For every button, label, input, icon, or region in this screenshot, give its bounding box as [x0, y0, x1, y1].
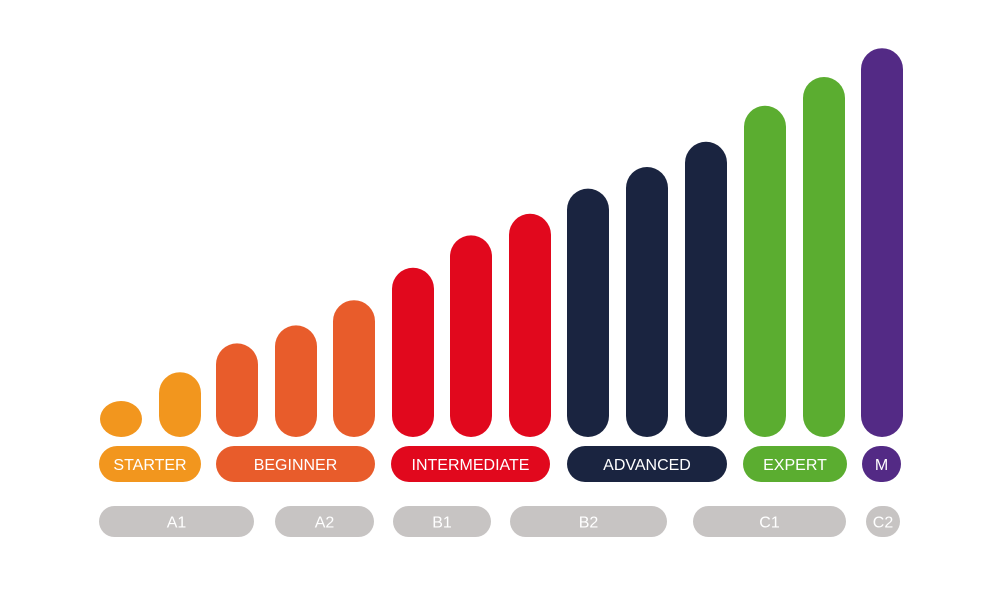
cefr-pill-b2: B2: [510, 506, 667, 537]
bar-1: [100, 401, 142, 437]
bar-14: [861, 48, 903, 437]
bar-13: [803, 77, 845, 437]
level-pill-m: M: [862, 446, 901, 482]
bar-7: [450, 235, 492, 437]
cefr-pill-b1-shape: [393, 506, 491, 537]
cefr-pills-group: A1 A2 B1 B2 C1 C2: [99, 506, 900, 537]
level-pill-advanced-label: ADVANCED: [603, 457, 691, 474]
level-pill-advanced-shape: [567, 446, 727, 482]
level-pill-beginner: BEGINNER: [216, 446, 375, 482]
level-pill-intermediate: INTERMEDIATE: [391, 446, 550, 482]
cefr-pill-b1-label: B1: [432, 515, 452, 532]
bar-12: [744, 105, 786, 438]
cefr-pill-a2-shape: [275, 506, 374, 537]
bar-10: [626, 167, 668, 437]
cefr-pill-b2-shape: [510, 506, 667, 537]
bars-group: [100, 48, 903, 438]
level-pill-expert-shape: [743, 446, 847, 482]
level-pill-beginner-label: BEGINNER: [254, 457, 338, 474]
level-pill-starter-shape: [99, 446, 201, 482]
cefr-pill-b1: B1: [393, 506, 491, 537]
level-pill-m-shape: [862, 446, 901, 482]
level-pill-starter: STARTER: [99, 446, 201, 482]
cefr-pill-a2: A2: [275, 506, 374, 537]
level-pill-expert: EXPERT: [743, 446, 847, 482]
bar-3: [216, 343, 258, 437]
cefr-pill-a1: A1: [99, 506, 254, 537]
level-pill-expert-label: EXPERT: [763, 457, 827, 474]
level-pill-intermediate-label: INTERMEDIATE: [412, 457, 530, 474]
bar-11: [685, 141, 727, 438]
level-pill-intermediate-shape: [391, 446, 550, 482]
level-pill-advanced: ADVANCED: [567, 446, 727, 482]
cefr-pill-c1-shape: [693, 506, 846, 537]
level-pill-m-label: M: [875, 457, 888, 474]
bar-6: [392, 267, 434, 437]
cefr-pill-a2-label: A2: [315, 515, 335, 532]
bar-2: [159, 372, 201, 437]
bar-4: [275, 325, 317, 437]
level-pill-beginner-shape: [216, 446, 375, 482]
bar-8: [509, 213, 551, 437]
cefr-pill-b2-label: B2: [579, 515, 599, 532]
cefr-pill-c1: C1: [693, 506, 846, 537]
cefr-pill-c1-label: C1: [759, 515, 780, 532]
cefr-pill-c2-label: C2: [873, 515, 894, 532]
cefr-pill-c2-shape: [866, 506, 900, 537]
bar-9: [567, 188, 609, 437]
bar-5: [333, 300, 375, 437]
cefr-pill-a1-label: A1: [167, 515, 187, 532]
level-pill-starter-label: STARTER: [113, 457, 186, 474]
cefr-pill-c2: C2: [866, 506, 900, 537]
cefr-pill-a1-shape: [99, 506, 254, 537]
level-pills-group: STARTER BEGINNER INTERMEDIATE ADVANCED EXPER…: [99, 446, 901, 482]
